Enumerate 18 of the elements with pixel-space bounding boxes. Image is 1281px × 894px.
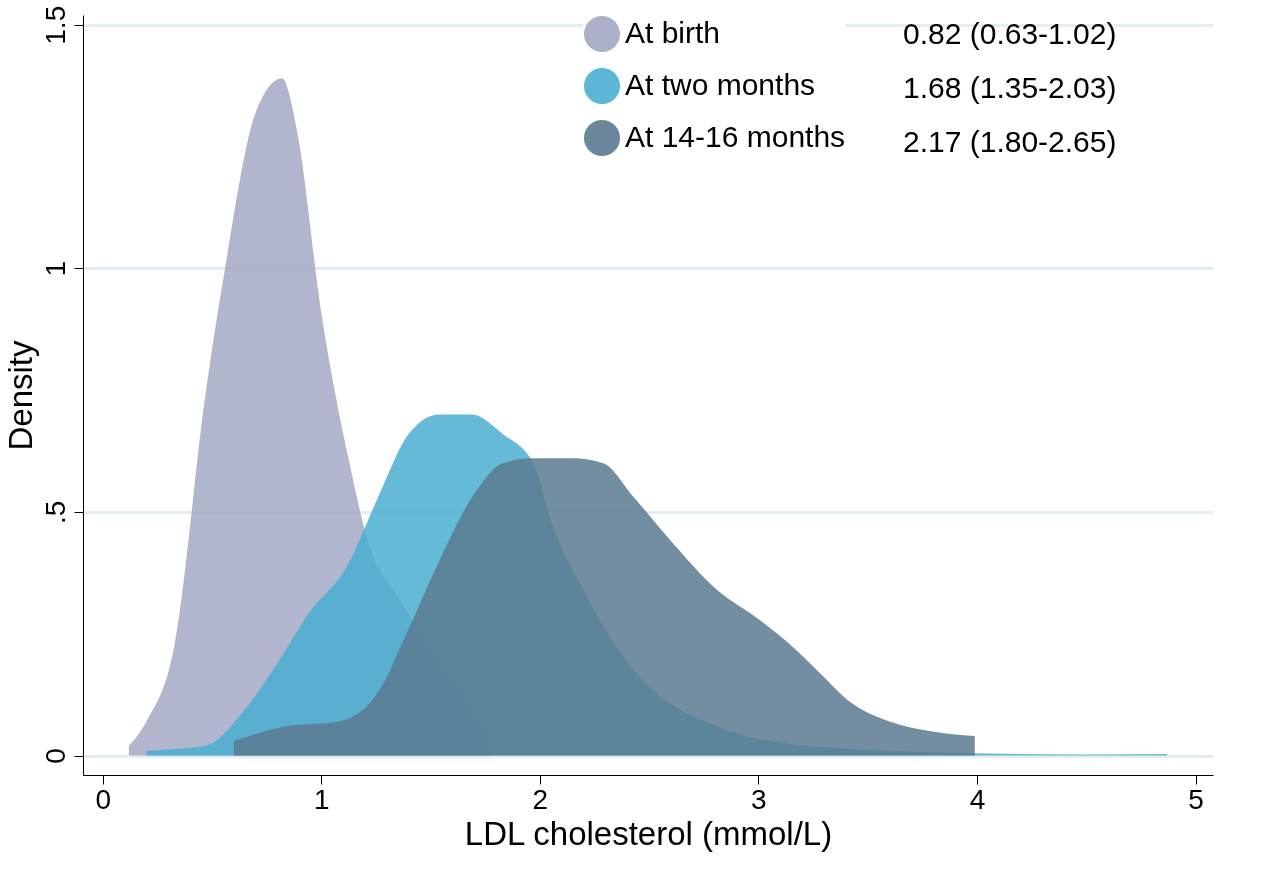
y-axis-title: Density	[1, 339, 39, 451]
annotation: 2.17 (1.80-2.65)	[903, 125, 1117, 158]
x-axis-title: LDL cholesterol (mmol/L)	[464, 814, 833, 852]
x-tick-label: 0	[95, 783, 111, 815]
x-tick-label: 1	[313, 783, 330, 815]
legend-label: At two months	[625, 68, 816, 101]
y-tick-label: .5	[39, 500, 71, 525]
x-tick-label: 3	[751, 783, 767, 815]
y-tick-label: 1	[39, 261, 71, 277]
legend-label: At birth	[625, 16, 721, 49]
x-tick-label: 2	[532, 783, 549, 815]
annotation: 1.68 (1.35-2.03)	[903, 71, 1117, 104]
y-tick-label: 1.5	[39, 5, 71, 45]
y-tick-label: 0	[39, 748, 71, 764]
x-tick-label: 5	[1188, 783, 1204, 815]
x-tick-label: 4	[969, 783, 986, 815]
legend-label: At 14-16 months	[625, 120, 846, 153]
annotation: 0.82 (0.63-1.02)	[903, 17, 1117, 50]
